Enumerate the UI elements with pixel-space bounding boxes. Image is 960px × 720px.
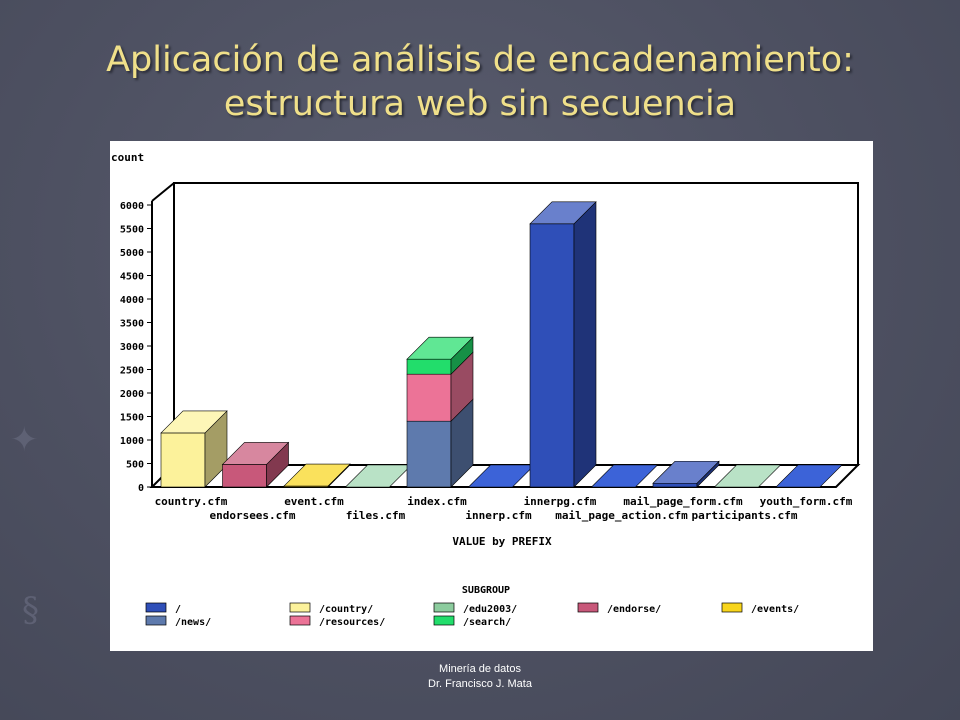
bar-segment-front [160, 432, 206, 488]
x-tick-label: country.cfm [155, 495, 228, 508]
slide-title-line-2: estructura web sin secuencia [223, 84, 737, 124]
bar-segment-front [406, 358, 452, 375]
bar-segment-front [529, 223, 575, 488]
y-tick-label: 5000 [120, 248, 144, 259]
legend-swatch [721, 602, 743, 613]
x-axis-label: VALUE by PREFIX [452, 535, 552, 548]
bar-top-face [160, 410, 228, 434]
bar-segment-front [406, 373, 452, 422]
legend-swatch [145, 615, 167, 626]
bar-top-face [529, 201, 597, 225]
legend-label: / [175, 604, 181, 615]
y-tick-label: 500 [126, 460, 144, 471]
bar-innerp.cfm [467, 464, 536, 488]
chart-back-wall [173, 182, 859, 466]
legend-label: /edu2003/ [463, 604, 517, 615]
x-tick-label: files.cfm [346, 509, 406, 522]
legend-swatch [289, 615, 311, 626]
legend-label: /news/ [175, 617, 211, 628]
x-tick-label: endorsees.cfm [209, 509, 295, 522]
legend-item: /endorse/ [577, 602, 661, 615]
x-tick-label: index.cfm [407, 495, 467, 508]
y-tick-label: 3500 [120, 319, 144, 330]
legend-item: / [145, 602, 181, 615]
background-watermark-icon: ✦ [10, 420, 39, 460]
y-tick-label: 1500 [120, 413, 144, 424]
y-tick-label: 3000 [120, 342, 144, 353]
y-tick-label: 4000 [120, 295, 144, 306]
slide-title: Aplicación de análisis de encadenamiento… [0, 38, 960, 126]
y-tick-label: 2000 [120, 389, 144, 400]
y-axis-connector [151, 182, 175, 202]
bar-country.cfm [160, 410, 228, 488]
legend-item: /country/ [289, 602, 373, 615]
legend-item: /events/ [721, 602, 799, 615]
x-tick-label: mail_page_action.cfm [555, 509, 688, 522]
bar-slab [775, 464, 843, 488]
x-tick-label: mail_page_form.cfm [623, 495, 743, 508]
y-tick-label: 0 [138, 483, 144, 494]
legend-label: /endorse/ [607, 604, 661, 615]
bar-slab [590, 464, 659, 488]
x-tick-label: innerp.cfm [465, 509, 532, 522]
legend-swatch [145, 602, 167, 613]
bar-participants.cfm [713, 464, 782, 488]
legend-title: SUBGROUP [462, 585, 510, 596]
bar-segment-front [222, 464, 267, 488]
bar-index.cfm [406, 336, 474, 488]
y-tick-label: 4500 [120, 272, 144, 283]
slide-footer: Minería de datos Dr. Francisco J. Mata [0, 662, 960, 692]
bar-chart: count 0 500 1000 1500 2000 2500 3000 3500 4000 450… [111, 151, 861, 628]
legend-item: /resources/ [289, 615, 385, 628]
slide-title-line-1: Aplicación de análisis de encadenamiento… [106, 40, 854, 80]
bar-segment-side [573, 201, 597, 488]
x-tick-label: participants.cfm [692, 509, 798, 522]
legend-label: /resources/ [319, 617, 385, 628]
x-tick-label: innerpg.cfm [524, 495, 597, 508]
x-tick-label: event.cfm [284, 495, 344, 508]
bar-mail_page_form.cfm [652, 460, 720, 488]
y-axis-label: count [111, 151, 144, 164]
bar-top-face [406, 336, 474, 360]
bar-top-face [652, 460, 720, 484]
bar-top-face [221, 442, 290, 465]
footer-author: Dr. Francisco J. Mata [428, 678, 532, 690]
background-watermark-icon: § [22, 590, 39, 630]
legend-item: /edu2003/ [433, 602, 517, 615]
y-tick-label: 1000 [120, 436, 144, 447]
footer-course: Minería de datos [439, 663, 521, 675]
bar-slab [467, 464, 536, 488]
legend-item: /news/ [145, 615, 211, 628]
chart-panel: count 0 500 1000 1500 2000 2500 3000 3500 4000 450… [110, 141, 873, 651]
x-tick-label: youth_form.cfm [760, 495, 853, 508]
legend-swatch [289, 602, 311, 613]
bar-top-face [283, 463, 351, 487]
bar-segment-front [652, 482, 698, 488]
bar-mail_page_action.cfm [590, 464, 659, 488]
y-tick-label: 6000 [120, 201, 144, 212]
bar-slab [713, 464, 782, 488]
bar-event.cfm [283, 463, 351, 488]
bar-endorsees.cfm [221, 441, 290, 488]
bar-innerpg.cfm [529, 201, 597, 488]
legend-item: /search/ [433, 615, 511, 628]
y-tick-label: 2500 [120, 366, 144, 377]
legend-label: /events/ [751, 604, 799, 615]
bar-files.cfm [344, 464, 413, 488]
legend-label: /country/ [319, 604, 373, 615]
bar-youth_form.cfm [775, 464, 843, 488]
y-tick-label: 5500 [120, 225, 144, 236]
bar-slab [344, 464, 413, 488]
legend-swatch [577, 602, 599, 613]
bar-segment-front [406, 420, 452, 488]
legend-swatch [433, 602, 455, 613]
legend-swatch [433, 615, 455, 626]
legend-label: /search/ [463, 617, 511, 628]
